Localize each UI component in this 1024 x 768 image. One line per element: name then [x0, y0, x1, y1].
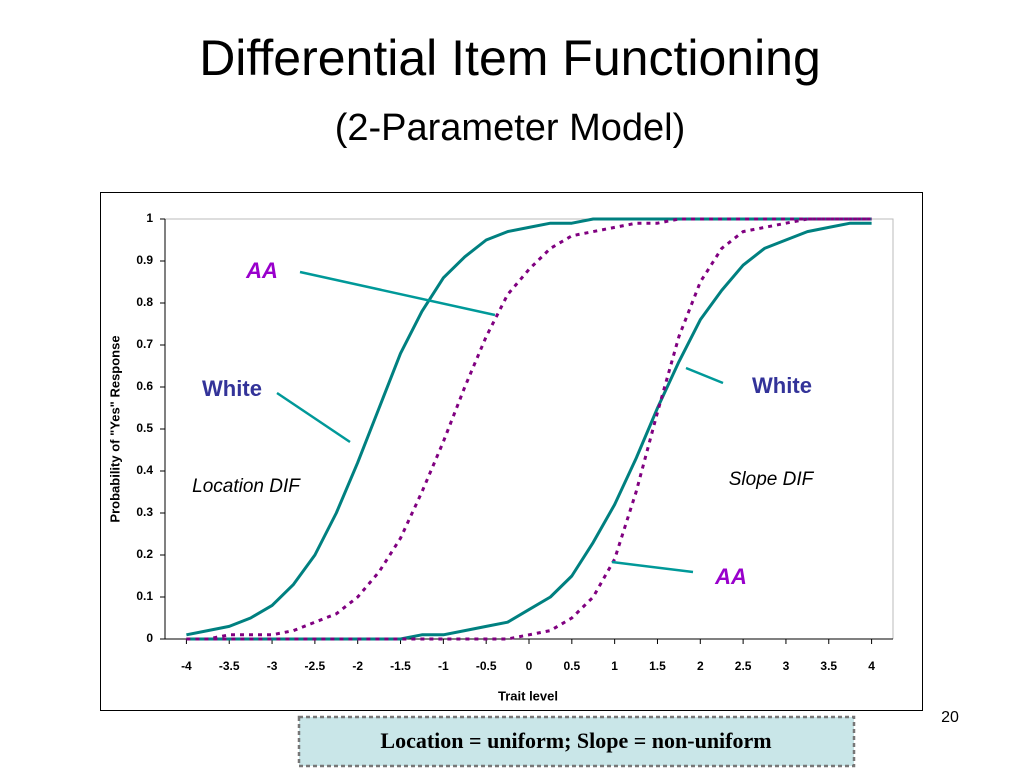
annotation: Location DIF: [192, 476, 301, 497]
connector: [611, 560, 694, 574]
series-line: [186, 217, 872, 641]
y-tick-label: 0.4: [136, 463, 153, 477]
page-number: 20: [941, 709, 959, 726]
y-tick-label: 0.6: [136, 379, 153, 393]
footer-box: [297, 715, 856, 768]
plot-area: 0 0.1 0.2 0.3 0.4 0.5 0.6 0.7 0.8 0.9 1 -4 -3.5 -3 -2.…: [136, 211, 875, 673]
connector: [685, 366, 724, 385]
annotation: AA: [714, 564, 747, 589]
x-tick-label: 1.5: [649, 659, 666, 673]
x-tick-label: 3.5: [820, 659, 837, 673]
annotation: Slope DIF: [729, 469, 815, 490]
connector: [299, 270, 496, 317]
slide-subtitle: (2-Parameter Model): [335, 107, 686, 149]
y-tick-label: 0.5: [136, 421, 153, 435]
annotation: White: [752, 373, 812, 398]
x-tick-label: -1: [438, 659, 449, 673]
x-tick-label: 0.5: [563, 659, 580, 673]
x-tick-label: 2: [697, 659, 704, 673]
x-tick-label: -0.5: [476, 659, 497, 673]
x-axis-label: Trait level: [498, 688, 558, 703]
y-tick-label: 0.7: [136, 337, 153, 351]
y-axis-label: Probability of "Yes" Response: [107, 335, 122, 522]
x-tick-label: 4: [868, 659, 875, 673]
x-tick-label: -3: [267, 659, 278, 673]
connector: [276, 391, 351, 444]
x-tick-label: -2: [352, 659, 363, 673]
y-tick-label: 0.3: [136, 505, 153, 519]
plot-border: [165, 218, 894, 639]
series-line: [186, 217, 872, 641]
y-tick-label: 1: [146, 211, 153, 225]
x-tick-label: 2.5: [735, 659, 752, 673]
footer-text: Location = uniform; Slope = non-uniform: [380, 728, 771, 753]
annotation: AA: [245, 258, 278, 283]
series-line: [186, 221, 872, 641]
x-tick-label: -3.5: [219, 659, 240, 673]
x-tick-label: 3: [783, 659, 790, 673]
x-tick-label: 0: [526, 659, 533, 673]
y-tick-label: 0.8: [136, 295, 153, 309]
x-tick-label: -4: [181, 659, 192, 673]
y-tick-label: 0.1: [136, 589, 153, 603]
annotation: White: [202, 376, 262, 401]
x-tick-label: 1: [611, 659, 618, 673]
x-tick-label: -2.5: [305, 659, 326, 673]
x-tick-label: -1.5: [390, 659, 411, 673]
y-tick-label: 0.9: [136, 253, 153, 267]
slide-title: Differential Item Functioning: [199, 30, 821, 86]
y-tick-label: 0.2: [136, 547, 153, 561]
chart-frame: [100, 192, 923, 711]
y-tick-label: 0: [146, 631, 153, 645]
